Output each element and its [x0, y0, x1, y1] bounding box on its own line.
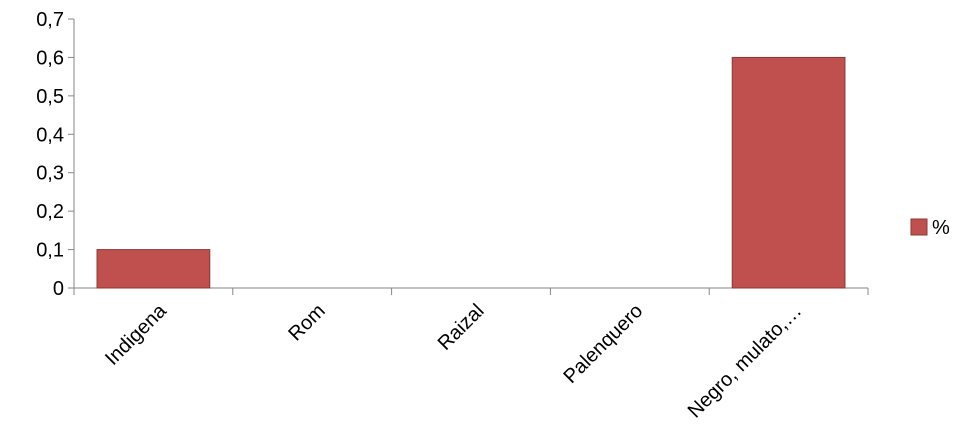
legend-label: %: [932, 217, 950, 239]
bar: [731, 56, 846, 289]
y-tick-label: 0,6: [36, 47, 64, 69]
legend-swatch-icon: [910, 218, 928, 236]
y-tick-label: 0: [53, 278, 64, 300]
y-tick-label: 0,4: [36, 124, 64, 146]
legend: %: [910, 217, 950, 239]
x-axis: Indigena Rom Raizal Palenquero Negro, mulato…: [73, 287, 869, 422]
y-tick-label: 0,7: [36, 9, 64, 31]
x-tick-label: Raizal: [434, 300, 489, 355]
y-tick-label: 0,5: [36, 86, 64, 108]
x-tick-label: Palenquero: [559, 300, 647, 388]
bars: [96, 56, 846, 289]
x-tick-label: Rom: [284, 300, 329, 345]
bar: [96, 249, 211, 289]
y-tick-label: 0,1: [36, 240, 64, 262]
y-axis: 0 0,1 0,2 0,3 0,4 0,5 0,6 0,7: [36, 9, 75, 300]
y-tick-label: 0,2: [36, 201, 64, 223]
x-tick-label: Indigena: [101, 299, 171, 369]
x-tick-label: Negro, mulato,…: [684, 300, 806, 422]
y-tick-label: 0,3: [36, 163, 64, 185]
